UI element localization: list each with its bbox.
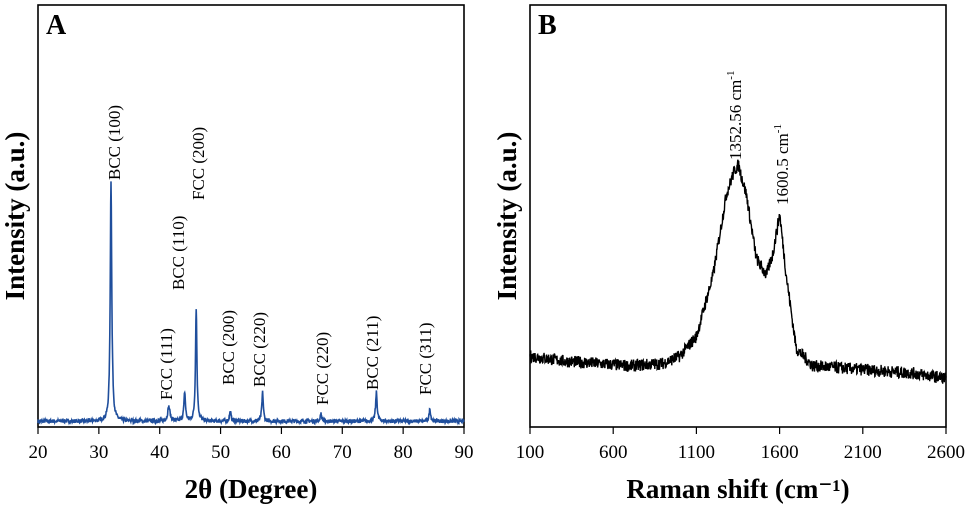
panel-a: A 20 30 40 50 60 70 80 90 BCC (100)FCC (111)BCC… [0, 4, 474, 504]
panel-b-y-axis-label: Intensity (a.u.) [492, 132, 522, 301]
panel-a-y-axis-label: Intensity (a.u.) [0, 132, 30, 301]
panel-a-peak-label: BCC (200) [219, 310, 238, 385]
panel-a-peak-label: BCC (220) [250, 312, 269, 387]
panel-a-x-tick-label: 40 [150, 442, 169, 463]
panel-b-x-tick-label: 1100 [678, 442, 715, 463]
panel-b-peak-label: 1600.5 cm-1 [772, 124, 792, 205]
panel-b-peak-label: 1352.56 cm-1 [725, 71, 745, 160]
panel-a-xrd-line [37, 181, 465, 426]
panel-b-x-ticks [529, 427, 947, 434]
panel-a-x-tick-label: 50 [211, 442, 230, 463]
panel-a-peak-label: BCC (110) [169, 216, 188, 290]
panel-b-peak-labels: 1352.56 cm-1 1600.5 cm-1 [725, 71, 792, 205]
panel-b-raman-line [529, 159, 947, 384]
panel-a-peak-label: FCC (111) [157, 328, 176, 400]
panel-b-x-tick-label: 100 [516, 442, 545, 463]
panel-b-frame [529, 4, 947, 428]
panel-b-x-tick-label: 600 [599, 442, 628, 463]
panel-a-peak-label: FCC (311) [416, 322, 435, 395]
panel-a-x-tick-label: 20 [29, 442, 48, 463]
panel-a-letter: A [46, 10, 67, 41]
panel-a-x-ticks [37, 427, 465, 434]
panel-a-x-tick-labels: 20 30 40 50 60 70 80 90 [29, 442, 474, 463]
panel-a-x-tick-label: 60 [272, 442, 291, 463]
panel-b-x-tick-label: 2600 [927, 442, 965, 463]
panel-a-x-axis-label: 2θ (Degree) [185, 474, 318, 504]
panel-a-peak-label: FCC (200) [189, 127, 208, 200]
panel-a-x-tick-label: 30 [89, 442, 108, 463]
panel-b-x-tick-labels: 100 600 1100 1600 2100 2600 [516, 442, 965, 463]
panel-a-peak-label: FCC (220) [313, 332, 332, 405]
panel-b-letter: B [538, 10, 557, 41]
panel-a-x-tick-label: 70 [333, 442, 352, 463]
panel-b-x-axis-label: Raman shift (cm⁻¹) [626, 474, 849, 504]
panel-b-x-tick-label: 1600 [761, 442, 799, 463]
panel-b: B 100 600 1100 1600 2100 2600 1352.56 cm-1 160… [492, 4, 965, 504]
panel-b-x-tick-label: 2100 [844, 442, 882, 463]
panel-a-peak-label: BCC (211) [363, 316, 382, 390]
panel-a-frame [37, 4, 465, 428]
panel-a-peak-label: BCC (100) [105, 105, 124, 180]
panel-a-x-tick-label: 90 [455, 442, 474, 463]
panel-a-x-tick-label: 80 [394, 442, 413, 463]
panel-a-peak-labels: BCC (100) FCC (111) BCC (110)FCC (200) BCC … [105, 105, 435, 405]
